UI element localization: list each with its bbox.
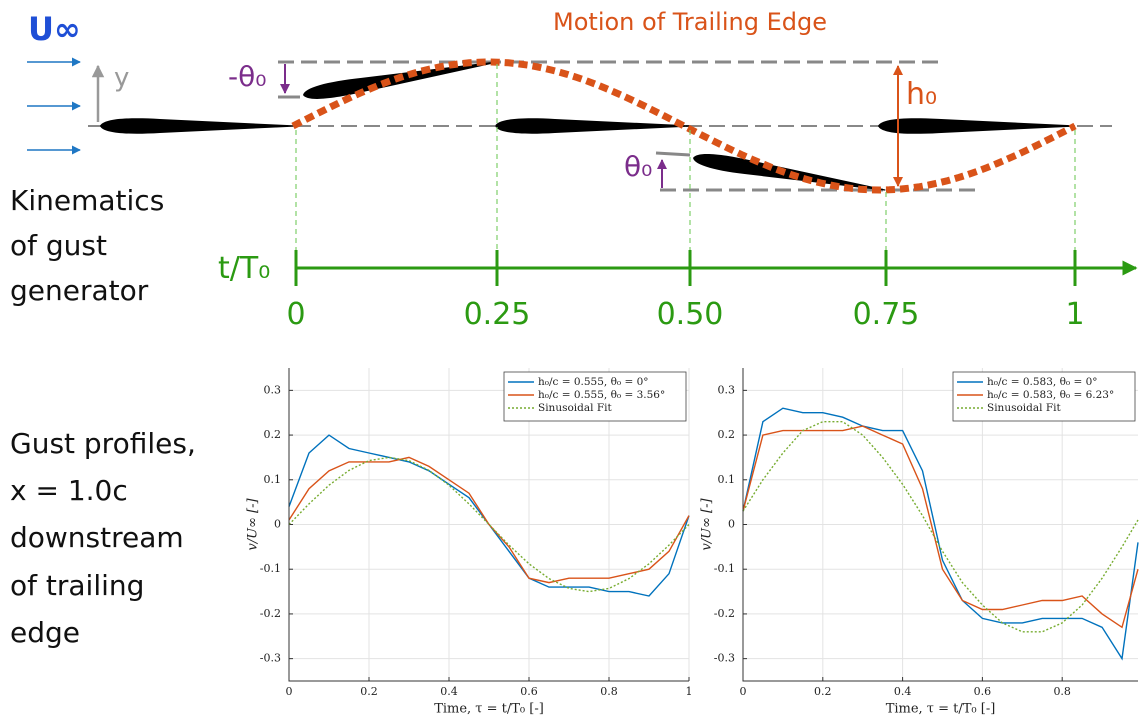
text-line: edge — [10, 616, 80, 649]
y-axis-label: v/U∞ [-] — [246, 497, 261, 550]
heave-label: h₀ — [906, 77, 937, 112]
freestream-label: U∞ — [28, 10, 81, 48]
pitch-label: θ₀ — [624, 150, 652, 183]
y-tick-label: -0.3 — [260, 652, 281, 665]
legend-label: h₀/c = 0.555, θ₀ = 0° — [538, 376, 649, 388]
y-tick-label: -0.2 — [260, 607, 281, 620]
x-tick-label: 0.6 — [520, 685, 538, 698]
y-tick-label: 0.1 — [264, 473, 282, 486]
legend-box — [503, 371, 687, 422]
y-tick-label: 0.3 — [718, 383, 736, 396]
x-tick-label: 0.4 — [440, 685, 458, 698]
x-tick-label: 0 — [740, 685, 747, 698]
legend: h₀/c = 0.555, θ₀ = 0°h₀/c = 0.555, θ₀ = … — [503, 371, 687, 422]
legend-label: Sinusoidal Fit — [538, 402, 612, 414]
axes-frame — [288, 368, 689, 682]
legend-label: h₀/c = 0.555, θ₀ = 3.56° — [538, 389, 665, 401]
text-line: Kinematics — [10, 184, 164, 217]
flow-arrows — [27, 57, 81, 155]
y-tick-label: 0.3 — [264, 383, 282, 396]
legend-box — [952, 371, 1136, 422]
diagram: U∞ y Motion of Trailing Edge h₀ -θ₀ θ₀ t… — [10, 8, 1138, 649]
y-tick-label: -0.1 — [260, 562, 281, 575]
text-line: generator — [10, 274, 149, 307]
y-tick-label: -0.2 — [714, 607, 735, 620]
x-tick-label: 0.8 — [600, 685, 618, 698]
y-tick-label: -0.3 — [714, 652, 735, 665]
x-tick-label: 1 — [686, 685, 693, 698]
time-ticks — [294, 250, 1077, 286]
data-line — [742, 425, 1139, 629]
y-tick-label: 0.2 — [264, 428, 282, 441]
axes-frame — [742, 368, 1138, 682]
time-tick-label: 0 — [286, 297, 305, 332]
y-tick-label: 0 — [274, 518, 281, 531]
chart: 0 0.2 0.4 0.6 0.8 -0.3 -0.2 -0.1 0 0.1 0.2 0.3 Time,… — [700, 368, 1139, 717]
phase-lines — [295, 64, 1076, 262]
y-tick-label: 0 — [728, 518, 735, 531]
x-tick-label: 0.6 — [974, 685, 992, 698]
time-tick-label: 0.75 — [853, 297, 920, 332]
neg-pitch-label: -θ₀ — [228, 60, 266, 93]
x-axis-label: Time, τ = t/T₀ [-] — [434, 702, 544, 717]
x-tick-label: 0.4 — [894, 685, 912, 698]
text-line: x = 1.0c — [10, 474, 128, 507]
legend-label: h₀/c = 0.583, θ₀ = 0° — [987, 376, 1098, 388]
x-tick-label: 0 — [286, 685, 293, 698]
x-tick-label: 0.2 — [360, 685, 378, 698]
data-line — [742, 407, 1139, 661]
data-line — [288, 456, 690, 584]
text-line: of trailing — [10, 569, 144, 602]
time-tick-label: 0.50 — [657, 297, 724, 332]
legend: h₀/c = 0.583, θ₀ = 0°h₀/c = 0.583, θ₀ = … — [952, 371, 1136, 422]
time-axis-label: t/T₀ — [218, 251, 270, 286]
legend-label: Sinusoidal Fit — [987, 402, 1061, 414]
text-line: downstream — [10, 521, 184, 554]
x-axis-label: Time, τ = t/T₀ [-] — [886, 702, 996, 717]
trailing-edge-path — [291, 58, 1077, 194]
y-tick-label: 0.1 — [718, 473, 736, 486]
legend-label: h₀/c = 0.583, θ₀ = 6.23° — [987, 389, 1114, 401]
x-tick-label: 0.8 — [1053, 685, 1071, 698]
text-line: Gust profiles, — [10, 427, 196, 460]
profiles-label: Gust profiles, x = 1.0c downstream of tr… — [10, 427, 196, 649]
y-tick-label: 0.2 — [718, 428, 736, 441]
title: Motion of Trailing Edge — [553, 8, 827, 36]
y-tick-label: -0.1 — [714, 562, 735, 575]
time-tick-label: 1 — [1065, 297, 1084, 332]
y-axis-label: v/U∞ [-] — [700, 497, 715, 550]
x-tick-label: 0.2 — [814, 685, 832, 698]
text-line: of gust — [10, 229, 107, 262]
kinematics-label: Kinematics of gust generator — [10, 184, 164, 307]
chart: 0 0.2 0.4 0.6 0.8 1 -0.3 -0.2 -0.1 0 0.1 0.2 0.3 Time… — [246, 368, 693, 717]
data-line — [288, 456, 690, 593]
y-label: y — [114, 63, 129, 93]
time-tick-labels: 0 0.25 0.50 0.75 1 — [286, 297, 1084, 332]
time-tick-label: 0.25 — [464, 297, 531, 332]
